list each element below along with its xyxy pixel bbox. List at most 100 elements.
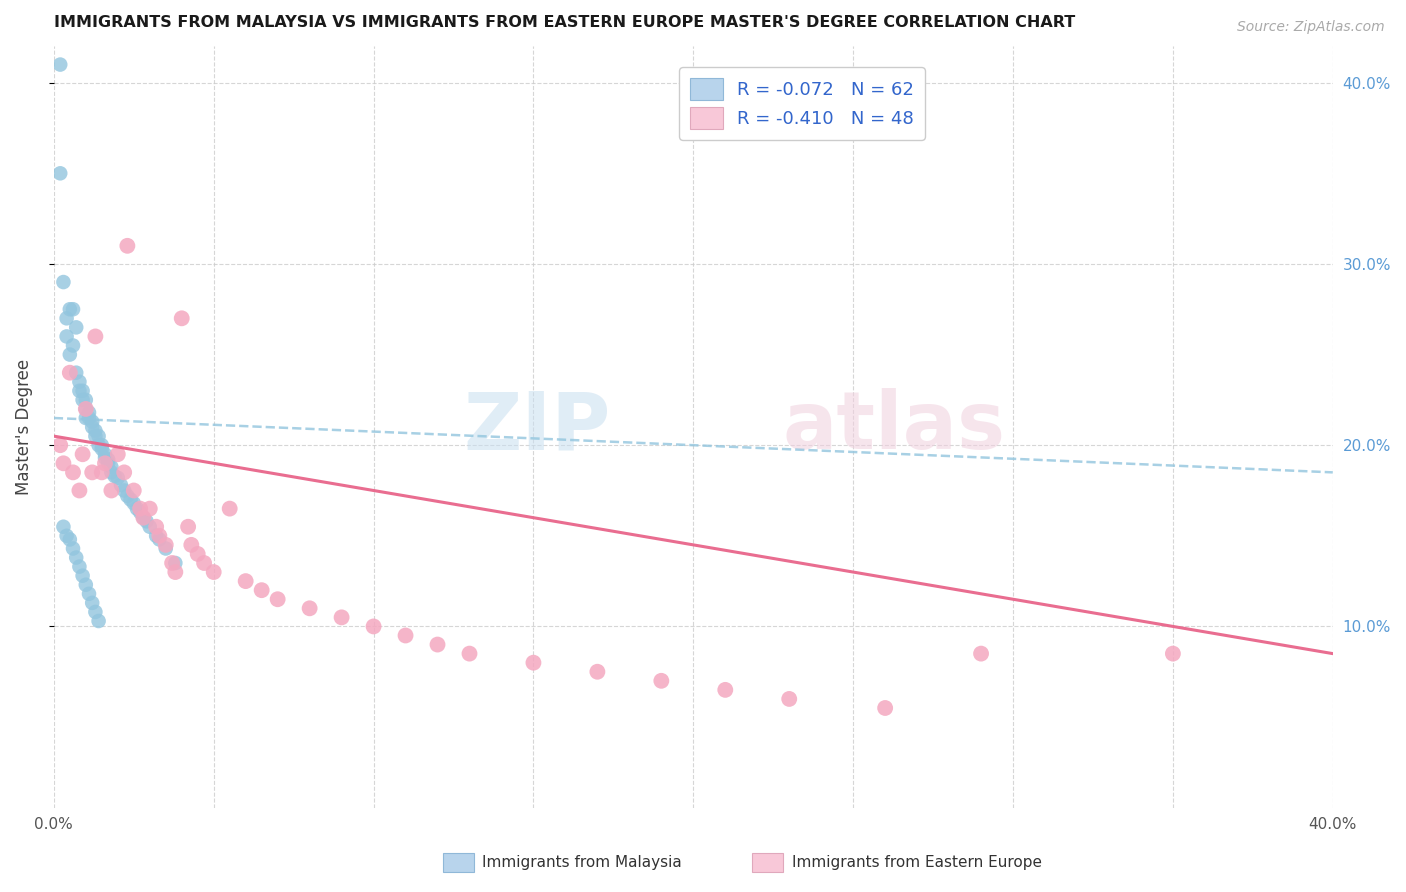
Point bbox=[55, 329, 77, 343]
Point bbox=[90, 466, 112, 480]
Point bbox=[94, 450, 117, 465]
Point bbox=[139, 520, 162, 534]
Point bbox=[177, 520, 200, 534]
Point bbox=[394, 628, 416, 642]
Point bbox=[187, 547, 209, 561]
Point bbox=[59, 347, 82, 361]
Point bbox=[62, 541, 84, 556]
Point bbox=[65, 320, 87, 334]
Point bbox=[714, 682, 737, 697]
Point bbox=[67, 375, 90, 389]
Point bbox=[52, 456, 75, 470]
Point bbox=[97, 452, 120, 467]
Point bbox=[82, 466, 104, 480]
Point bbox=[145, 529, 167, 543]
Point bbox=[49, 438, 72, 452]
Text: IMMIGRANTS FROM MALAYSIA VS IMMIGRANTS FROM EASTERN EUROPE MASTER'S DEGREE CORRE: IMMIGRANTS FROM MALAYSIA VS IMMIGRANTS F… bbox=[53, 15, 1076, 30]
Point bbox=[586, 665, 609, 679]
Point bbox=[100, 466, 122, 480]
Point bbox=[72, 568, 94, 582]
Point bbox=[75, 578, 97, 592]
Point bbox=[266, 592, 288, 607]
Point bbox=[103, 469, 125, 483]
Point bbox=[100, 483, 122, 498]
Point bbox=[125, 501, 148, 516]
Point bbox=[77, 587, 100, 601]
Point bbox=[132, 510, 155, 524]
Point bbox=[65, 366, 87, 380]
Point bbox=[155, 541, 177, 556]
Point bbox=[94, 447, 117, 461]
Y-axis label: Master's Degree: Master's Degree bbox=[15, 359, 32, 495]
Point bbox=[75, 392, 97, 407]
Point bbox=[82, 420, 104, 434]
Point bbox=[458, 647, 481, 661]
Point bbox=[970, 647, 993, 661]
Legend: R = -0.072   N = 62, R = -0.410   N = 48: R = -0.072 N = 62, R = -0.410 N = 48 bbox=[679, 67, 925, 140]
Point bbox=[165, 556, 187, 570]
Point bbox=[59, 302, 82, 317]
Point bbox=[75, 411, 97, 425]
Point bbox=[72, 384, 94, 398]
Point bbox=[62, 338, 84, 352]
Text: Source: ZipAtlas.com: Source: ZipAtlas.com bbox=[1237, 20, 1385, 34]
Point bbox=[75, 401, 97, 416]
Text: Immigrants from Malaysia: Immigrants from Malaysia bbox=[482, 855, 682, 870]
Point bbox=[148, 529, 170, 543]
Point bbox=[72, 447, 94, 461]
Point bbox=[84, 605, 107, 619]
Point bbox=[52, 275, 75, 289]
Point bbox=[77, 411, 100, 425]
Point bbox=[55, 529, 77, 543]
Point bbox=[112, 466, 135, 480]
Point bbox=[87, 614, 110, 628]
Point bbox=[117, 489, 139, 503]
Point bbox=[84, 329, 107, 343]
Text: atlas: atlas bbox=[783, 388, 1005, 466]
Point bbox=[55, 311, 77, 326]
Point bbox=[94, 456, 117, 470]
Point bbox=[129, 505, 152, 519]
Point bbox=[522, 656, 544, 670]
Point bbox=[426, 638, 449, 652]
Point bbox=[160, 556, 183, 570]
Point bbox=[330, 610, 353, 624]
Point bbox=[165, 565, 187, 579]
Point bbox=[250, 583, 273, 598]
Point bbox=[122, 496, 145, 510]
Point bbox=[59, 366, 82, 380]
Point bbox=[170, 311, 193, 326]
Point bbox=[122, 483, 145, 498]
Point bbox=[112, 483, 135, 498]
Point bbox=[180, 538, 202, 552]
Point bbox=[87, 438, 110, 452]
Point bbox=[107, 471, 129, 485]
Text: ZIP: ZIP bbox=[463, 388, 610, 466]
Point bbox=[49, 57, 72, 71]
Point bbox=[67, 559, 90, 574]
Point bbox=[65, 550, 87, 565]
Bar bbox=[443, 853, 474, 872]
Point bbox=[100, 459, 122, 474]
Point bbox=[82, 415, 104, 429]
Point bbox=[363, 619, 385, 633]
Point bbox=[193, 556, 215, 570]
Point bbox=[778, 692, 800, 706]
Point bbox=[235, 574, 257, 588]
Point bbox=[82, 596, 104, 610]
Point bbox=[97, 456, 120, 470]
Bar bbox=[752, 853, 783, 872]
Point bbox=[75, 401, 97, 416]
Point bbox=[139, 501, 162, 516]
Point bbox=[298, 601, 321, 615]
Point bbox=[132, 510, 155, 524]
Point bbox=[62, 302, 84, 317]
Point bbox=[117, 239, 139, 253]
Point bbox=[650, 673, 672, 688]
Point bbox=[135, 514, 157, 528]
Point bbox=[1161, 647, 1184, 661]
Point bbox=[107, 447, 129, 461]
Point bbox=[84, 429, 107, 443]
Point bbox=[875, 701, 897, 715]
Point bbox=[145, 520, 167, 534]
